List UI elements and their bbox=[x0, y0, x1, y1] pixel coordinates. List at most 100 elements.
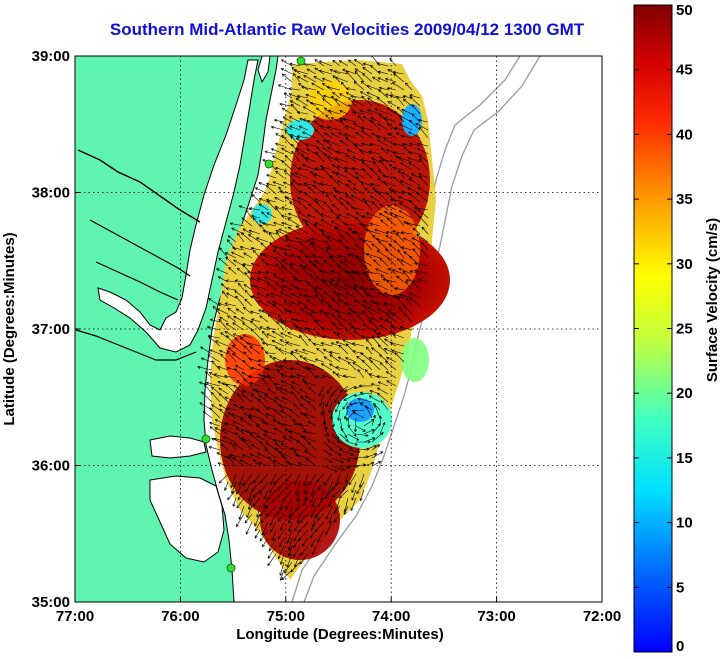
velocity-vector-arrow bbox=[269, 481, 277, 494]
velocity-vector-arrow bbox=[344, 302, 357, 307]
velocity-vector-arrow bbox=[277, 489, 285, 498]
velocity-vector-arrow bbox=[339, 433, 349, 442]
velocity-vector-arrow bbox=[307, 441, 317, 451]
velocity-vector-arrow bbox=[372, 76, 381, 83]
velocity-vector-arrow bbox=[335, 401, 341, 413]
velocity-vector-arrow bbox=[312, 254, 325, 259]
velocity-vector-arrow bbox=[363, 462, 375, 467]
velocity-vector-arrow bbox=[208, 372, 221, 379]
velocity-vector-arrow bbox=[350, 94, 365, 99]
velocity-vector-arrow bbox=[302, 106, 317, 115]
velocity-vector-arrow bbox=[379, 362, 389, 371]
lat-tick-label: 36:00 bbox=[32, 458, 70, 475]
velocity-vector-arrow bbox=[267, 388, 277, 395]
velocity-vector-arrow bbox=[339, 449, 354, 456]
velocity-vector-arrow bbox=[354, 299, 365, 307]
velocity-vector-arrow bbox=[322, 348, 333, 355]
velocity-vector-arrow bbox=[260, 513, 269, 523]
velocity-vector-arrow bbox=[363, 445, 377, 451]
velocity-vector-arrow bbox=[295, 148, 309, 155]
velocity-vector-arrow bbox=[378, 169, 389, 179]
velocity-vector-arrow bbox=[379, 160, 389, 171]
velocity-vector-arrow bbox=[336, 216, 349, 227]
velocity-vector-arrow bbox=[331, 95, 341, 107]
velocity-vector-arrow bbox=[398, 268, 413, 275]
velocity-vector-arrow bbox=[390, 324, 405, 331]
velocity-vector-arrow bbox=[380, 400, 389, 411]
velocity-vector-arrow bbox=[234, 279, 245, 283]
velocity-vector-arrow bbox=[304, 255, 317, 259]
velocity-vector-arrow bbox=[314, 59, 325, 67]
velocity-vector-arrow bbox=[318, 60, 333, 67]
velocity-vector-arrow bbox=[290, 173, 301, 179]
velocity-vector-arrow bbox=[365, 229, 381, 235]
velocity-vector-arrow bbox=[386, 380, 397, 387]
velocity-vector-arrow bbox=[354, 70, 365, 83]
velocity-vector-arrow bbox=[323, 449, 332, 456]
velocity-vector-arrow bbox=[266, 333, 277, 339]
velocity-vector-arrow bbox=[344, 409, 349, 420]
velocity-vector-arrow bbox=[334, 98, 349, 107]
velocity-vector-arrow bbox=[360, 80, 373, 91]
velocity-vector-arrow bbox=[281, 278, 293, 283]
velocity-vector-arrow bbox=[202, 411, 213, 419]
velocity-vector-arrow bbox=[229, 222, 245, 227]
velocity-vector-arrow bbox=[209, 407, 221, 419]
velocity-vector-arrow bbox=[302, 430, 317, 435]
velocity-vector-arrow bbox=[281, 73, 293, 83]
velocity-vector-arrow bbox=[323, 473, 333, 486]
velocity-vector-arrow bbox=[345, 92, 357, 99]
velocity-vector-arrow bbox=[378, 86, 389, 91]
velocity-vector-arrow bbox=[320, 125, 333, 131]
velocity-vector-arrow bbox=[262, 421, 277, 427]
velocity-vector-arrow bbox=[291, 381, 301, 387]
velocity-vector-arrow bbox=[248, 416, 261, 427]
velocity-vector-arrow bbox=[288, 513, 293, 524]
velocity-vector-arrow bbox=[213, 373, 229, 379]
velocity-vector-arrow bbox=[269, 242, 277, 251]
velocity-vector-arrow bbox=[277, 545, 285, 560]
velocity-vector-arrow bbox=[370, 383, 381, 387]
latitude-ticks: 39:00 38:00 37:00 36:00 35:00 bbox=[32, 48, 80, 611]
velocity-vector-arrow bbox=[311, 545, 317, 555]
velocity-vector-arrow bbox=[362, 115, 373, 123]
velocity-vector-arrow bbox=[374, 108, 389, 115]
velocity-vector-arrow bbox=[271, 529, 277, 541]
velocity-vector-arrow bbox=[347, 179, 357, 187]
velocity-vector-arrow bbox=[369, 143, 381, 147]
velocity-vector-arrow bbox=[403, 305, 413, 315]
velocity-vector-arrow bbox=[243, 345, 253, 355]
velocity-vector-arrow bbox=[291, 179, 301, 187]
velocity-vector-arrow bbox=[245, 209, 253, 219]
velocity-vector-arrow bbox=[353, 385, 365, 390]
velocity-vector-arrow bbox=[358, 238, 373, 243]
velocity-vector-arrow bbox=[308, 260, 317, 267]
velocity-vector-arrow bbox=[238, 473, 245, 486]
velocity-vector-arrow bbox=[408, 150, 421, 155]
velocity-vector-arrow bbox=[269, 355, 277, 363]
lon-tick-label: 76:00 bbox=[161, 608, 199, 625]
velocity-vector-arrow bbox=[353, 122, 365, 131]
velocity-vector-arrow bbox=[309, 529, 317, 539]
velocity-vector-arrow bbox=[405, 297, 413, 307]
velocity-vector-arrow bbox=[418, 278, 429, 283]
velocity-vector-arrow bbox=[278, 451, 293, 459]
velocity-vector-arrow bbox=[345, 70, 357, 83]
velocity-vector-arrow bbox=[409, 255, 421, 267]
lat-tick-label: 39:00 bbox=[32, 48, 70, 65]
velocity-vector-arrow bbox=[362, 73, 373, 83]
velocity-vector-arrow bbox=[274, 396, 285, 403]
velocity-vector-arrow bbox=[321, 363, 333, 371]
velocity-vector-arrow bbox=[400, 231, 413, 235]
velocity-vector-arrow bbox=[224, 302, 237, 307]
velocity-vector-arrow bbox=[268, 232, 277, 243]
velocity-vector-arrow bbox=[264, 150, 277, 155]
velocity-vector-arrow bbox=[289, 62, 301, 67]
velocity-vector-arrow bbox=[278, 537, 285, 548]
velocity-vector-arrow bbox=[377, 344, 389, 355]
velocity-vector-arrow bbox=[287, 226, 301, 235]
velocity-vector-arrow bbox=[330, 278, 341, 283]
velocity-vector-arrow bbox=[323, 94, 333, 99]
velocity-vector-arrow bbox=[314, 290, 325, 299]
velocity-vector-arrow bbox=[233, 315, 245, 323]
